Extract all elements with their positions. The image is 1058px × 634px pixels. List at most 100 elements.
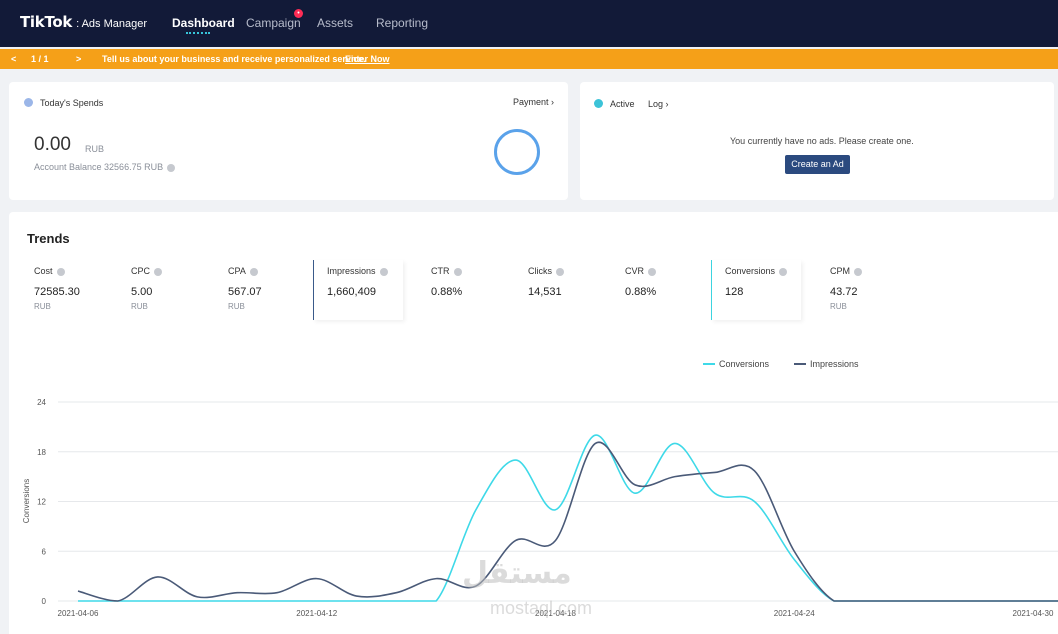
metric-label: CPC xyxy=(131,266,163,276)
metric-label: CPM xyxy=(830,266,862,276)
spend-amount: 0.00 xyxy=(34,134,71,155)
metric-value: 14,531 xyxy=(528,286,562,298)
metric-label: CPA xyxy=(228,266,258,276)
nav-campaign[interactable]: Campaign xyxy=(246,16,301,30)
x-tick-label: 2021-04-06 xyxy=(58,609,99,618)
metric-value: 567.07 xyxy=(228,286,262,298)
legend-impressions[interactable]: Impressions xyxy=(794,359,859,369)
metric-cpc[interactable]: CPC 5.00 RUB xyxy=(131,260,221,320)
banner-enter-now-link[interactable]: Enter Now xyxy=(345,54,390,64)
nav-active-indicator xyxy=(186,32,210,34)
help-icon[interactable] xyxy=(854,267,862,276)
trends-title: Trends xyxy=(27,231,70,246)
legend-label: Impressions xyxy=(810,359,859,369)
todays-spends-card: Today's Spends Payment › 0.00 RUB Accoun… xyxy=(9,82,568,200)
help-icon[interactable] xyxy=(648,267,657,276)
metric-cpa[interactable]: CPA 567.07 RUB xyxy=(228,260,318,320)
metric-label-text: CPA xyxy=(228,266,246,276)
help-icon[interactable] xyxy=(379,267,388,276)
account-balance-text: Account Balance 32566.75 RUB xyxy=(34,162,164,172)
watermark-latin: mostaql.com xyxy=(490,598,593,618)
x-tick-label: 2021-04-30 xyxy=(1013,609,1054,618)
help-icon[interactable] xyxy=(453,267,462,276)
top-nav: TikTok : Ads Manager Dashboard Campaign … xyxy=(0,0,1058,47)
nav-dashboard[interactable]: Dashboard xyxy=(172,16,235,30)
help-icon[interactable] xyxy=(779,267,788,276)
metric-cpm[interactable]: CPM 43.72 RUB xyxy=(830,260,920,320)
metric-value: 43.72 xyxy=(830,286,858,298)
help-icon[interactable] xyxy=(167,163,176,172)
banner-next-icon[interactable]: > xyxy=(76,54,82,64)
metric-value: 5.00 xyxy=(131,286,153,298)
y-tick-label: 12 xyxy=(37,498,46,507)
metric-value: 1,660,409 xyxy=(327,286,376,298)
banner-page-indicator: 1 / 1 xyxy=(31,54,49,64)
metric-ctr[interactable]: CTR 0.88% xyxy=(431,260,521,320)
create-ad-button[interactable]: Create an Ad xyxy=(785,155,850,174)
metric-cost[interactable]: Cost 72585.30 RUB xyxy=(34,260,124,320)
y-axis-label: Conversions xyxy=(22,479,31,523)
x-tick-label: 2021-04-24 xyxy=(774,609,815,618)
no-ads-message: You currently have no ads. Please create… xyxy=(730,136,914,146)
metric-label-text: Clicks xyxy=(528,266,552,276)
metric-conversions[interactable]: Conversions 128 xyxy=(711,260,801,320)
metric-label: Cost xyxy=(34,266,65,276)
banner-prev-icon[interactable]: < xyxy=(11,54,17,64)
y-tick-label: 18 xyxy=(37,448,46,457)
metric-label-text: CPM xyxy=(830,266,850,276)
x-tick-label: 2021-04-18 xyxy=(535,609,576,618)
metric-cvr[interactable]: CVR 0.88% xyxy=(625,260,715,320)
spend-currency: RUB xyxy=(85,144,105,154)
spend-ring-chart xyxy=(494,129,540,175)
active-status-icon xyxy=(594,99,603,108)
wallet-icon xyxy=(24,98,33,107)
log-link-label: Log xyxy=(648,99,664,109)
announcement-banner: < 1 / 1 > Tell us about your business an… xyxy=(0,49,1058,69)
metric-label: Impressions xyxy=(327,266,388,276)
payment-link[interactable]: Payment › xyxy=(513,97,555,107)
metric-clicks[interactable]: Clicks 14,531 xyxy=(528,260,618,320)
metric-label-text: Cost xyxy=(34,266,53,276)
metric-value: 0.88% xyxy=(431,286,463,298)
notification-badge-icon: • xyxy=(294,9,303,18)
help-icon[interactable] xyxy=(56,267,65,276)
metric-label: Conversions xyxy=(725,266,788,276)
spends-title: Today's Spends xyxy=(40,98,104,108)
nav-assets[interactable]: Assets xyxy=(317,16,354,30)
log-link[interactable]: Log › xyxy=(648,99,669,109)
help-icon[interactable] xyxy=(249,267,258,276)
active-status-label: Active xyxy=(610,99,635,109)
metric-label-text: CPC xyxy=(131,266,151,276)
active-ads-card: Active Log › You currently have no ads. … xyxy=(580,82,1054,200)
help-icon[interactable] xyxy=(154,267,163,276)
metric-unit: RUB xyxy=(830,302,847,311)
logo-sub: : Ads Manager xyxy=(76,18,148,30)
metric-label: CVR xyxy=(625,266,657,276)
legend-label: Conversions xyxy=(719,359,770,369)
x-tick-label: 2021-04-12 xyxy=(296,609,337,618)
banner-message: Tell us about your business and receive … xyxy=(102,54,366,64)
y-tick-label: 24 xyxy=(37,398,46,407)
nav-reporting[interactable]: Reporting xyxy=(376,16,429,30)
logo-main: TikTok xyxy=(20,13,73,31)
metric-impressions[interactable]: Impressions 1,660,409 xyxy=(313,260,403,320)
metric-value: 0.88% xyxy=(625,286,657,298)
metric-label-text: Impressions xyxy=(327,266,376,276)
legend-swatch xyxy=(703,363,715,365)
tiktok-ads-logo[interactable]: TikTok : Ads Manager xyxy=(20,13,147,31)
payment-link-label: Payment xyxy=(513,97,549,107)
help-icon[interactable] xyxy=(556,267,564,276)
metric-unit: RUB xyxy=(228,302,245,311)
y-tick-label: 0 xyxy=(42,597,47,606)
account-balance: Account Balance 32566.75 RUB xyxy=(34,162,176,172)
trends-card: Trends Cost 72585.30 RUB CPC 5.00 RUB CP… xyxy=(9,212,1058,634)
watermark-arabic: مستقل xyxy=(462,556,572,591)
series-line-impressions xyxy=(77,441,1058,602)
legend-swatch xyxy=(794,363,806,365)
metric-value: 128 xyxy=(725,286,744,298)
metric-unit: RUB xyxy=(131,302,148,311)
metric-label: CTR xyxy=(431,266,462,276)
metric-label: Clicks xyxy=(528,266,564,276)
legend-conversions[interactable]: Conversions xyxy=(703,359,769,369)
